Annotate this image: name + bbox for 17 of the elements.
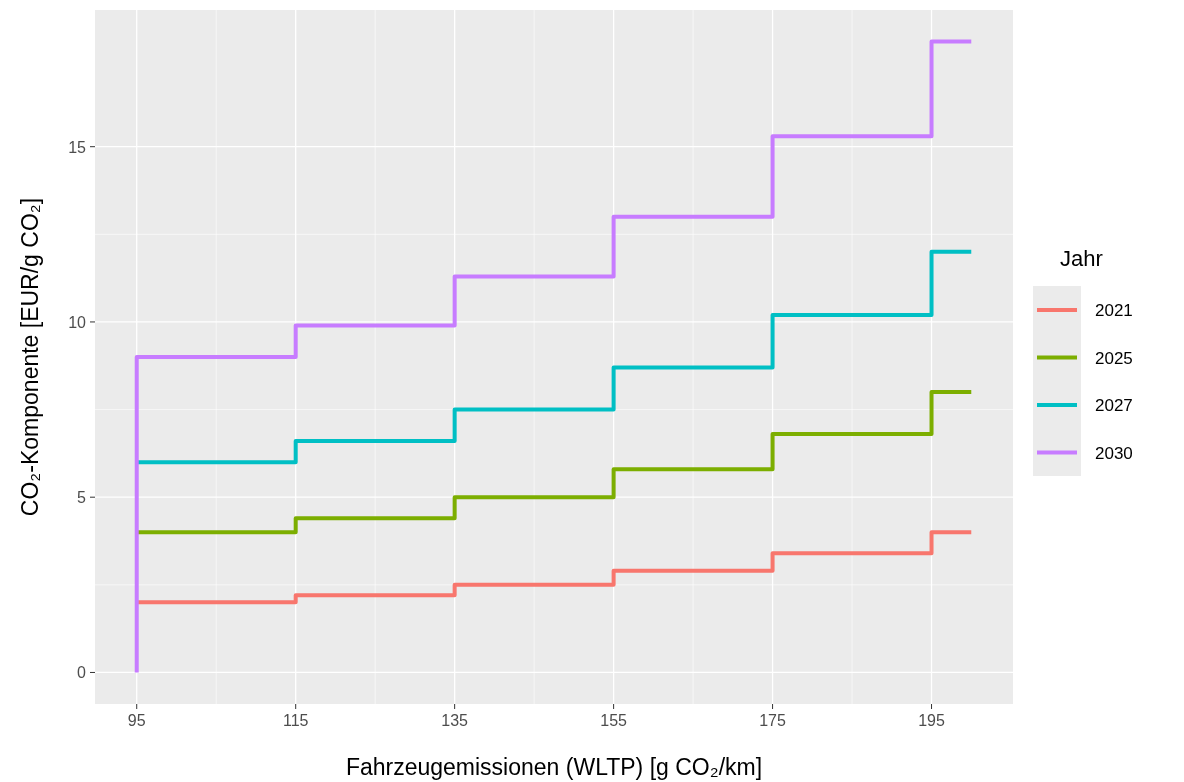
legend-label: 2021 <box>1095 301 1133 320</box>
y-tick-label: 0 <box>77 664 87 682</box>
legend-label: 2025 <box>1095 348 1133 368</box>
x-tick-label: 95 <box>127 712 146 729</box>
x-tick-label: 175 <box>759 712 787 729</box>
y-tick-label: 5 <box>77 489 87 507</box>
legend-title: Jahr <box>1060 246 1103 271</box>
legend-label: 2027 <box>1095 396 1133 415</box>
y-tick-label: 15 <box>68 138 87 156</box>
y-axis-title: CO₂-Komponente [EUR/g CO₂] <box>17 197 43 517</box>
y-tick-label: 10 <box>68 313 87 331</box>
legend-label: 2030 <box>1095 443 1133 463</box>
x-axis-title: Fahrzeugemissionen (WLTP) [g CO₂/km] <box>345 754 763 780</box>
x-tick-label: 115 <box>282 712 309 729</box>
x-tick-label: 135 <box>441 712 469 729</box>
x-tick-label: 195 <box>918 712 945 729</box>
x-tick-label: 155 <box>600 712 628 729</box>
